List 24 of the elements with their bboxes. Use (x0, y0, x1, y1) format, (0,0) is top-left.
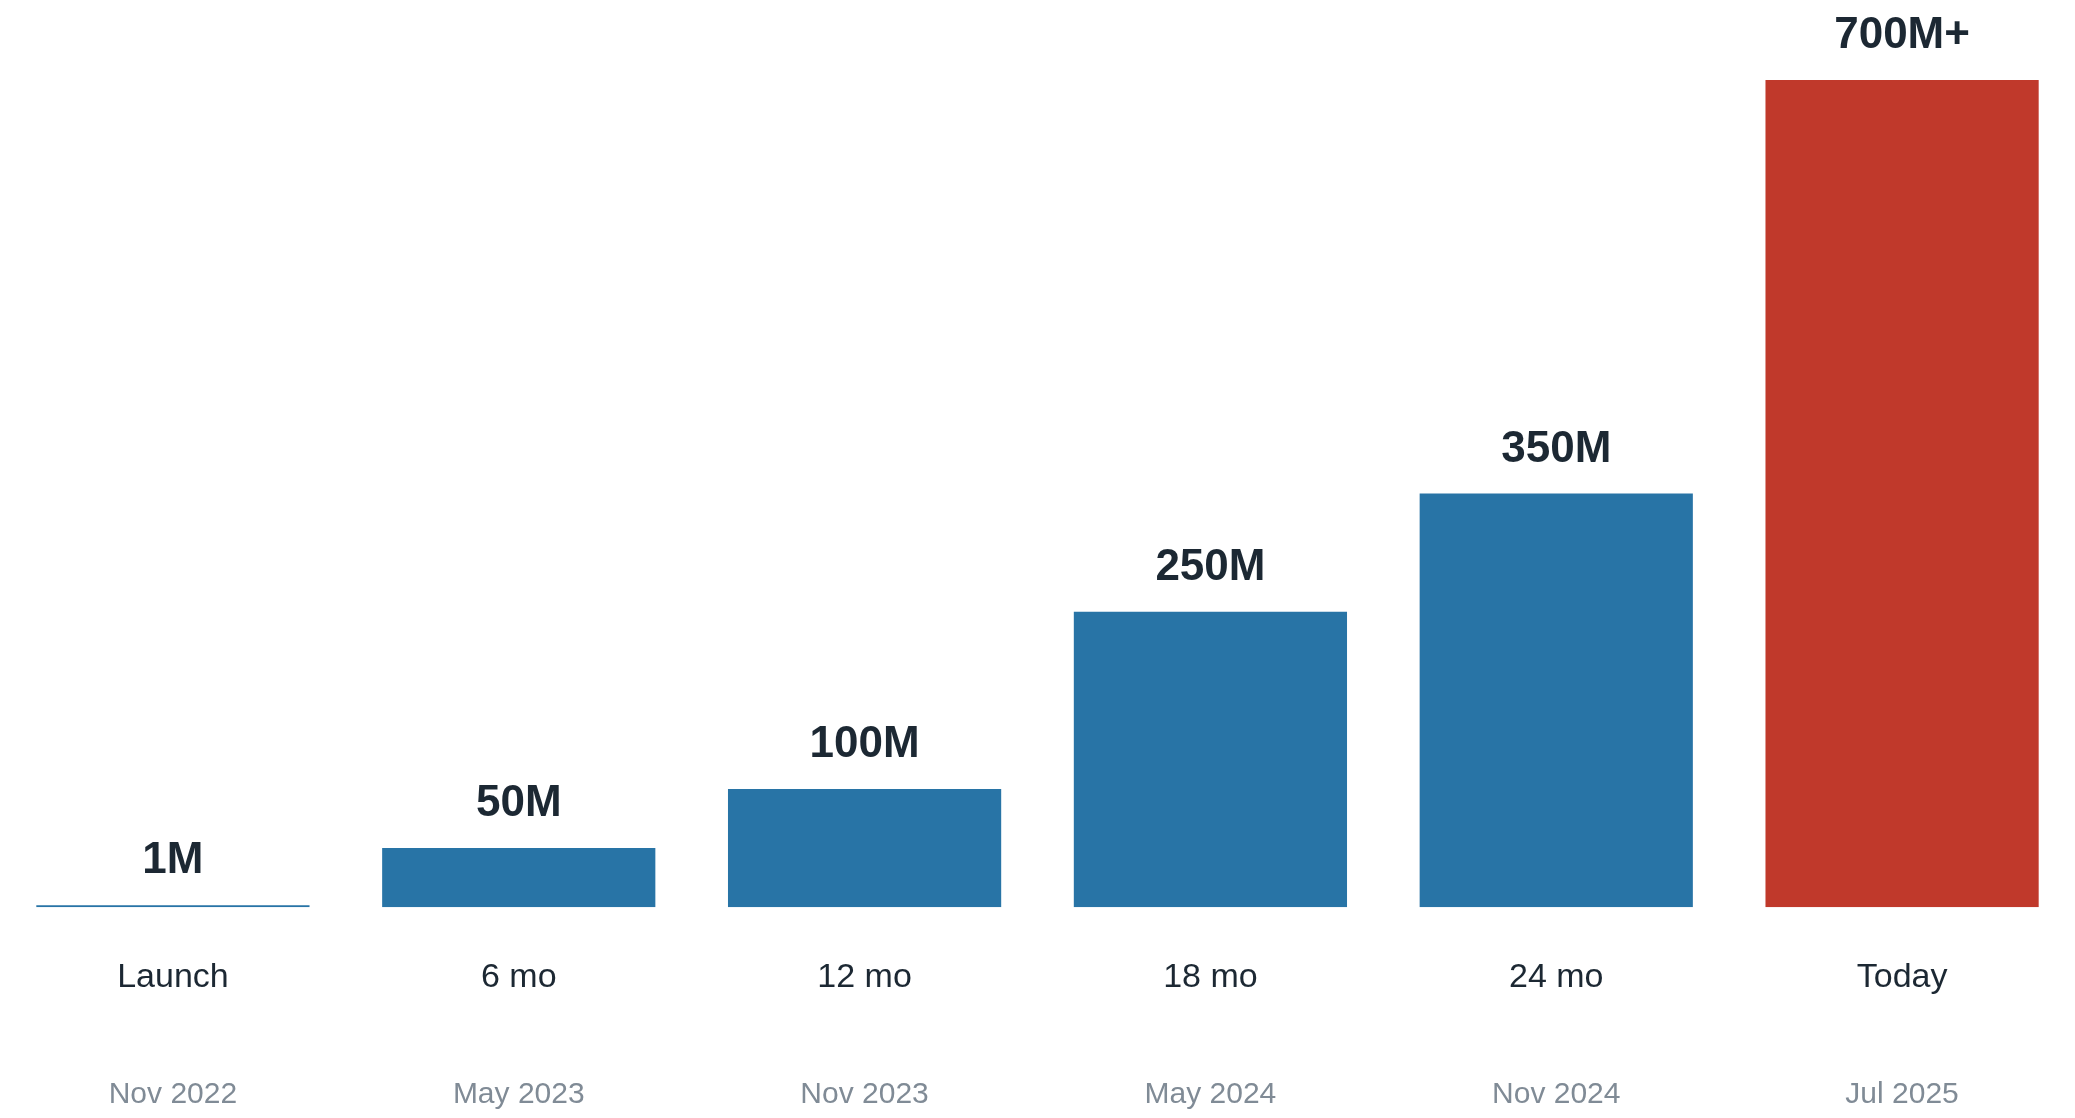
bar (382, 848, 656, 908)
data-label: 100M (809, 717, 920, 767)
text: May 2023 (452, 1076, 585, 1110)
x-tick-label: Launch (117, 955, 229, 994)
bar (1073, 611, 1348, 908)
bar (1765, 80, 2039, 908)
text: Nov 2022 (108, 1076, 238, 1110)
x-tick-label: Today (1856, 955, 1948, 994)
bar (1419, 493, 1693, 908)
text: Nov 2024 (1492, 1076, 1621, 1110)
bar (727, 789, 1002, 908)
data-label: 1M (142, 833, 204, 883)
x-tick-label: 12 mo (817, 955, 912, 994)
text: May 2024 (1144, 1076, 1277, 1110)
x-tick-label: 24 mo (1509, 955, 1604, 994)
x-tick-label: 6 mo (480, 955, 557, 994)
text: Jul 2025 (1845, 1076, 1959, 1110)
data-label: 50M (475, 776, 562, 826)
data-label: 350M (1501, 421, 1612, 471)
data-label: 700M+ (1834, 8, 1970, 58)
text: Nov 2023 (800, 1076, 929, 1110)
x-tick-label: 18 mo (1163, 955, 1258, 994)
data-label: 250M (1155, 539, 1266, 589)
bar (36, 905, 310, 908)
